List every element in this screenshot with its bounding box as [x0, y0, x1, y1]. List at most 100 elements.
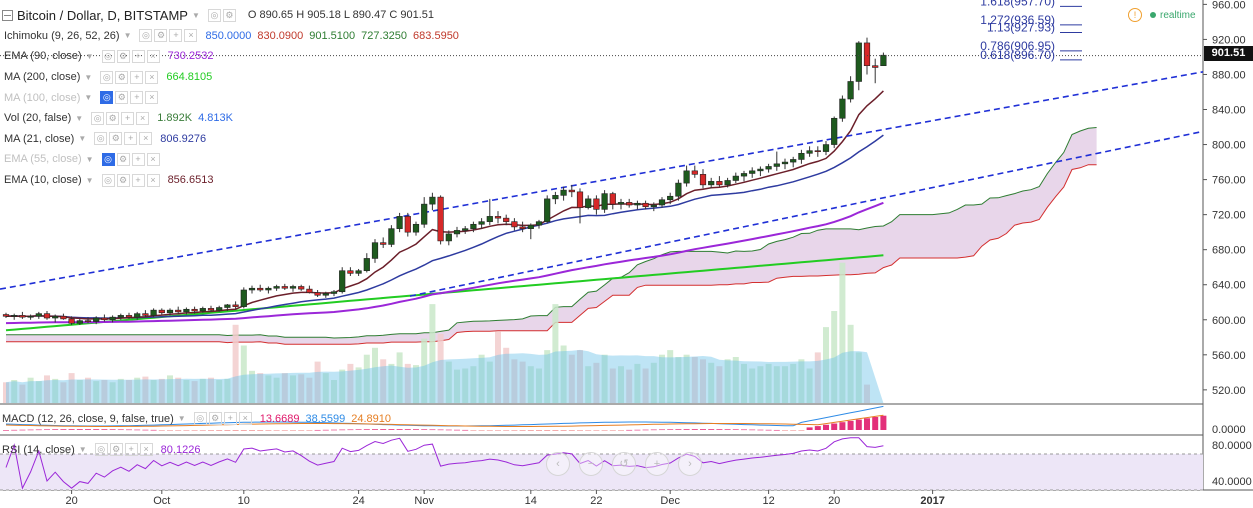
- plus-icon[interactable]: +: [131, 173, 145, 187]
- chevron-down-icon[interactable]: ▼: [84, 72, 93, 82]
- eye-icon[interactable]: ◎: [100, 91, 114, 105]
- legend-row: Ichimoku (9, 26, 52, 26) ▼ ◎ ⚙ + × 850.0000 830…: [2, 26, 459, 47]
- plus-icon[interactable]: +: [124, 443, 138, 456]
- candle-body: [708, 181, 715, 186]
- indicator-value: 24.8910: [351, 412, 392, 425]
- gear-icon[interactable]: ⚙: [208, 412, 222, 425]
- indicator-name[interactable]: Ichimoku (9, 26, 52, 26): [4, 29, 120, 42]
- plus-icon[interactable]: +: [223, 412, 237, 425]
- legend-row: Vol (20, false) ▼ ◎ ⚙ + × 1.892K 4.813K: [2, 108, 459, 129]
- indicator-value: 683.5950: [413, 29, 459, 42]
- close-icon[interactable]: ×: [146, 152, 160, 166]
- close-icon[interactable]: ×: [146, 49, 160, 63]
- volume-bar: [224, 378, 231, 403]
- plus-icon[interactable]: +: [130, 91, 144, 105]
- gear-icon[interactable]: ⚙: [222, 8, 236, 22]
- plus-icon[interactable]: +: [131, 49, 145, 63]
- chevron-down-icon[interactable]: ▼: [78, 134, 87, 144]
- indicator-value: 727.3250: [361, 29, 408, 42]
- chevron-down-icon[interactable]: ▼: [85, 175, 94, 185]
- gear-icon[interactable]: ⚙: [115, 91, 129, 105]
- eye-icon[interactable]: ◎: [101, 173, 115, 187]
- plus-icon[interactable]: +: [131, 152, 145, 166]
- chevron-down-icon[interactable]: ▼: [85, 154, 94, 164]
- chevron-down-icon[interactable]: ▼: [84, 93, 93, 103]
- volume-bar: [35, 381, 42, 403]
- macd-histogram-bar: [167, 430, 173, 431]
- volume-bar: [642, 368, 649, 403]
- candle-body: [617, 202, 625, 205]
- close-icon[interactable]: ×: [145, 70, 159, 84]
- gear-icon[interactable]: ⚙: [116, 173, 130, 187]
- eye-icon[interactable]: ◎: [94, 132, 108, 146]
- close-icon[interactable]: ×: [139, 443, 153, 456]
- candle-body: [396, 216, 403, 229]
- plus-icon[interactable]: +: [124, 132, 138, 146]
- plus-icon[interactable]: +: [645, 452, 669, 476]
- volume-bar: [577, 350, 583, 403]
- candle-body: [675, 182, 682, 197]
- chevron-right-icon[interactable]: ›: [678, 452, 702, 476]
- gear-icon[interactable]: ⚙: [106, 111, 120, 125]
- plus-icon[interactable]: +: [130, 70, 144, 84]
- close-icon[interactable]: ×: [238, 412, 252, 425]
- macd-histogram-bar: [806, 427, 813, 430]
- gear-icon[interactable]: ⚙: [116, 49, 130, 63]
- indicator-value: 4.813K: [198, 112, 233, 125]
- chevron-down-icon[interactable]: ▼: [85, 51, 94, 61]
- macd-histogram-bar: [109, 429, 116, 430]
- chevron-down-icon[interactable]: ▼: [177, 414, 186, 423]
- indicator-name[interactable]: EMA (55, close): [4, 153, 82, 166]
- chevron-left-icon[interactable]: ‹: [546, 452, 570, 476]
- close-icon[interactable]: ×: [184, 29, 198, 43]
- fib-label: 1.618(957.70): [980, 0, 1055, 8]
- macd-histogram-bar: [864, 418, 870, 430]
- volume-bar: [388, 363, 395, 403]
- warning-icon[interactable]: !: [1128, 8, 1142, 22]
- eye-icon[interactable]: ◎: [91, 111, 105, 125]
- plus-icon[interactable]: +: [121, 111, 135, 125]
- gear-icon[interactable]: ⚙: [154, 29, 168, 43]
- plus-icon[interactable]: +: [169, 29, 183, 43]
- candle-body: [355, 270, 362, 274]
- collapse-icon[interactable]: [2, 9, 13, 21]
- chevron-down-icon[interactable]: ▼: [191, 10, 200, 20]
- indicator-name[interactable]: EMA (10, close): [4, 174, 82, 187]
- candle-body: [101, 317, 108, 321]
- gear-icon[interactable]: ⚙: [109, 132, 123, 146]
- volume-bar: [298, 374, 305, 404]
- gear-icon[interactable]: ⚙: [109, 443, 123, 456]
- eye-icon[interactable]: ◎: [100, 70, 114, 84]
- close-icon[interactable]: ×: [146, 173, 160, 187]
- chevron-down-icon[interactable]: ▼: [123, 31, 132, 41]
- close-icon[interactable]: ×: [139, 132, 153, 146]
- eye-icon[interactable]: ◎: [94, 443, 108, 456]
- eye-icon[interactable]: ◎: [207, 8, 221, 22]
- minus-icon[interactable]: −: [579, 452, 603, 476]
- indicator-controls: ◎ ⚙ + ×: [94, 132, 154, 146]
- eye-icon[interactable]: ◎: [101, 49, 115, 63]
- indicator-name[interactable]: MA (21, close): [4, 132, 75, 145]
- gear-icon[interactable]: ⚙: [115, 70, 129, 84]
- indicator-values: 730.2532: [162, 50, 214, 62]
- eye-icon[interactable]: ◎: [101, 152, 115, 166]
- indicator-name[interactable]: MA (200, close): [4, 71, 81, 84]
- indicator-name[interactable]: MA (100, close): [4, 91, 81, 104]
- volume-bar: [823, 327, 829, 403]
- indicator-values: 856.6513: [162, 174, 214, 186]
- volume-bar: [568, 354, 575, 403]
- time-tick-label: Dec: [660, 495, 680, 507]
- indicator-name[interactable]: Vol (20, false): [4, 112, 72, 125]
- eye-icon[interactable]: ◎: [193, 412, 207, 425]
- reset-icon[interactable]: ↺: [612, 452, 636, 476]
- gear-icon[interactable]: ⚙: [116, 152, 130, 166]
- indicator-name[interactable]: EMA (90, close): [4, 50, 82, 63]
- chevron-down-icon[interactable]: ▼: [75, 113, 84, 123]
- volume-bar: [208, 377, 214, 403]
- eye-icon[interactable]: ◎: [139, 29, 153, 43]
- close-icon[interactable]: ×: [145, 91, 159, 105]
- volume-bar: [93, 381, 100, 403]
- candle-body: [781, 161, 789, 165]
- chevron-down-icon[interactable]: ▼: [78, 445, 87, 454]
- close-icon[interactable]: ×: [136, 111, 150, 125]
